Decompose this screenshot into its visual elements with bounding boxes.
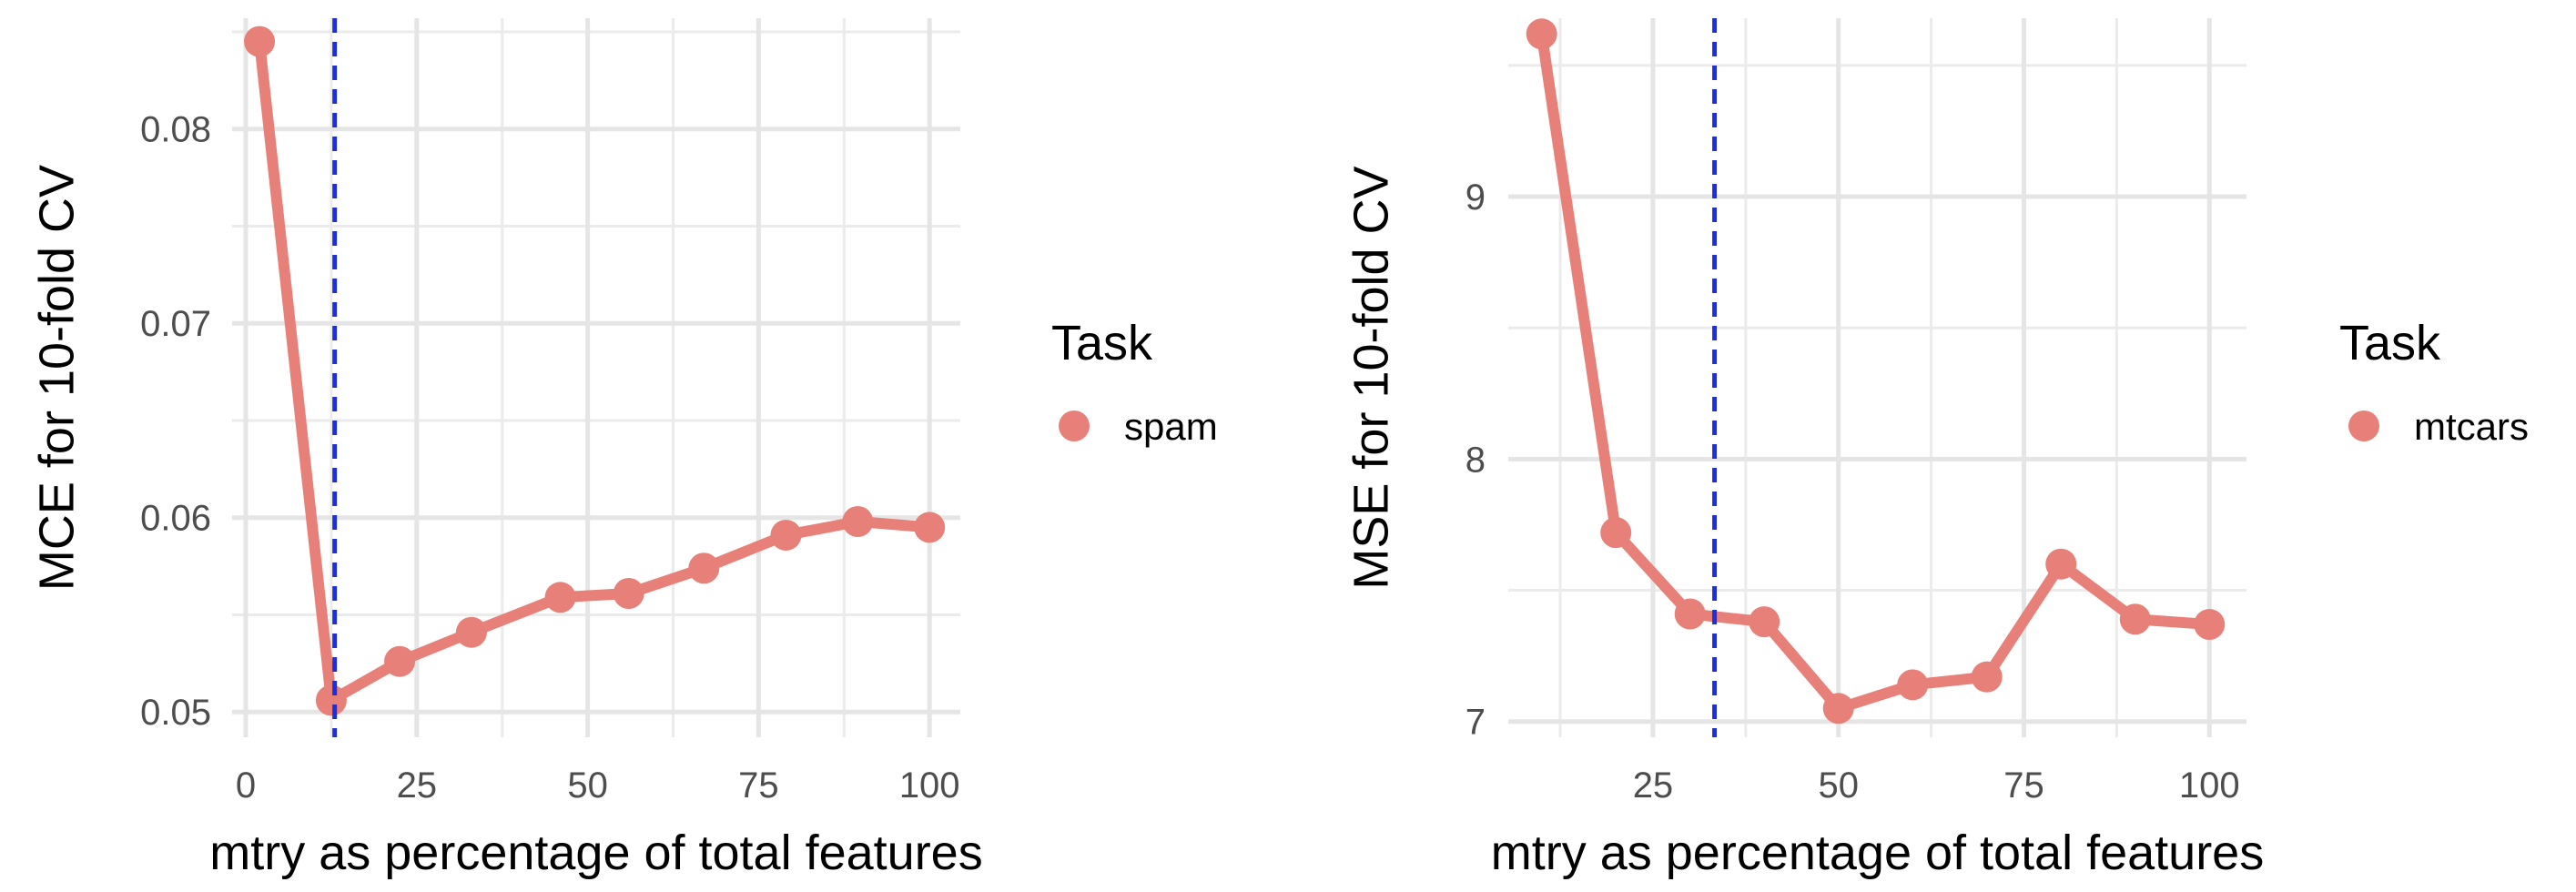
- x-tick-label: 75: [2003, 765, 2044, 806]
- data-point-mtcars: [2045, 548, 2077, 580]
- legend-key-point: [1059, 411, 1090, 441]
- legend-label: mtcars: [2414, 405, 2529, 448]
- x-tick-label: 75: [738, 765, 779, 806]
- y-axis-title: MSE for 10-fold CV: [1344, 166, 1398, 589]
- y-axis-title: MCE for 10-fold CV: [29, 165, 84, 591]
- series-line-spam: [254, 35, 936, 706]
- y-tick-label: 0.05: [140, 693, 211, 733]
- data-point-mtcars: [1897, 669, 1929, 701]
- data-point-spam: [613, 578, 644, 609]
- data-point-spam: [544, 582, 576, 613]
- data-point-spam: [842, 506, 874, 537]
- y-tick-label: 0.06: [140, 499, 211, 539]
- series-line-mtcars: [1536, 28, 2216, 715]
- data-point-spam: [770, 519, 802, 551]
- y-tick-label: 8: [1465, 440, 1486, 480]
- x-tick-label: 50: [1818, 765, 1859, 806]
- data-point-spam: [244, 25, 276, 57]
- x-tick-label: 100: [899, 765, 960, 806]
- data-point-mtcars: [2119, 603, 2151, 635]
- data-point-mtcars: [2194, 609, 2226, 641]
- data-point-spam: [914, 512, 946, 543]
- legend-key-point: [2348, 411, 2379, 441]
- data-point-spam: [688, 552, 720, 584]
- legend-title: Task: [1051, 316, 1153, 370]
- grid-mce: [232, 18, 960, 737]
- data-point-spam: [455, 616, 487, 648]
- legend-mce: Task spam: [1051, 316, 1218, 448]
- data-point-mtcars: [1971, 661, 2003, 693]
- y-tick-label: 7: [1465, 703, 1486, 743]
- x-tick-label: 100: [2179, 765, 2240, 806]
- data-point-mtcars: [1674, 598, 1706, 630]
- x-axis-title: mtry as percentage of total features: [1491, 826, 2264, 880]
- data-point-spam: [315, 684, 347, 716]
- legend-mse: Task mtcars: [2339, 316, 2529, 448]
- y-tick-label: 9: [1465, 177, 1486, 218]
- data-point-mtcars: [1526, 18, 1557, 50]
- x-tick-label: 50: [567, 765, 608, 806]
- y-tick-label: 0.08: [140, 110, 211, 150]
- data-point-mtcars: [1600, 517, 1632, 549]
- data-point-mtcars: [1749, 606, 1780, 638]
- x-tick-label: 25: [397, 765, 438, 806]
- y-tick-label: 0.07: [140, 304, 211, 344]
- x-tick-label: 25: [1633, 765, 1674, 806]
- x-axis-title: mtry as percentage of total features: [209, 826, 982, 880]
- chart-panel-mse: 7 8 9 25 50 75 100 mtry as percentage of total …: [1344, 18, 2529, 880]
- legend-title: Task: [2339, 316, 2441, 370]
- data-point-mtcars: [1822, 693, 1854, 725]
- chart-panel-mce: 0.05 0.06 0.07 0.08 0 25 50 75 100 mtry as percen…: [29, 18, 1218, 880]
- x-tick-label: 0: [236, 765, 256, 806]
- legend-label: spam: [1124, 405, 1218, 448]
- data-point-spam: [384, 645, 416, 677]
